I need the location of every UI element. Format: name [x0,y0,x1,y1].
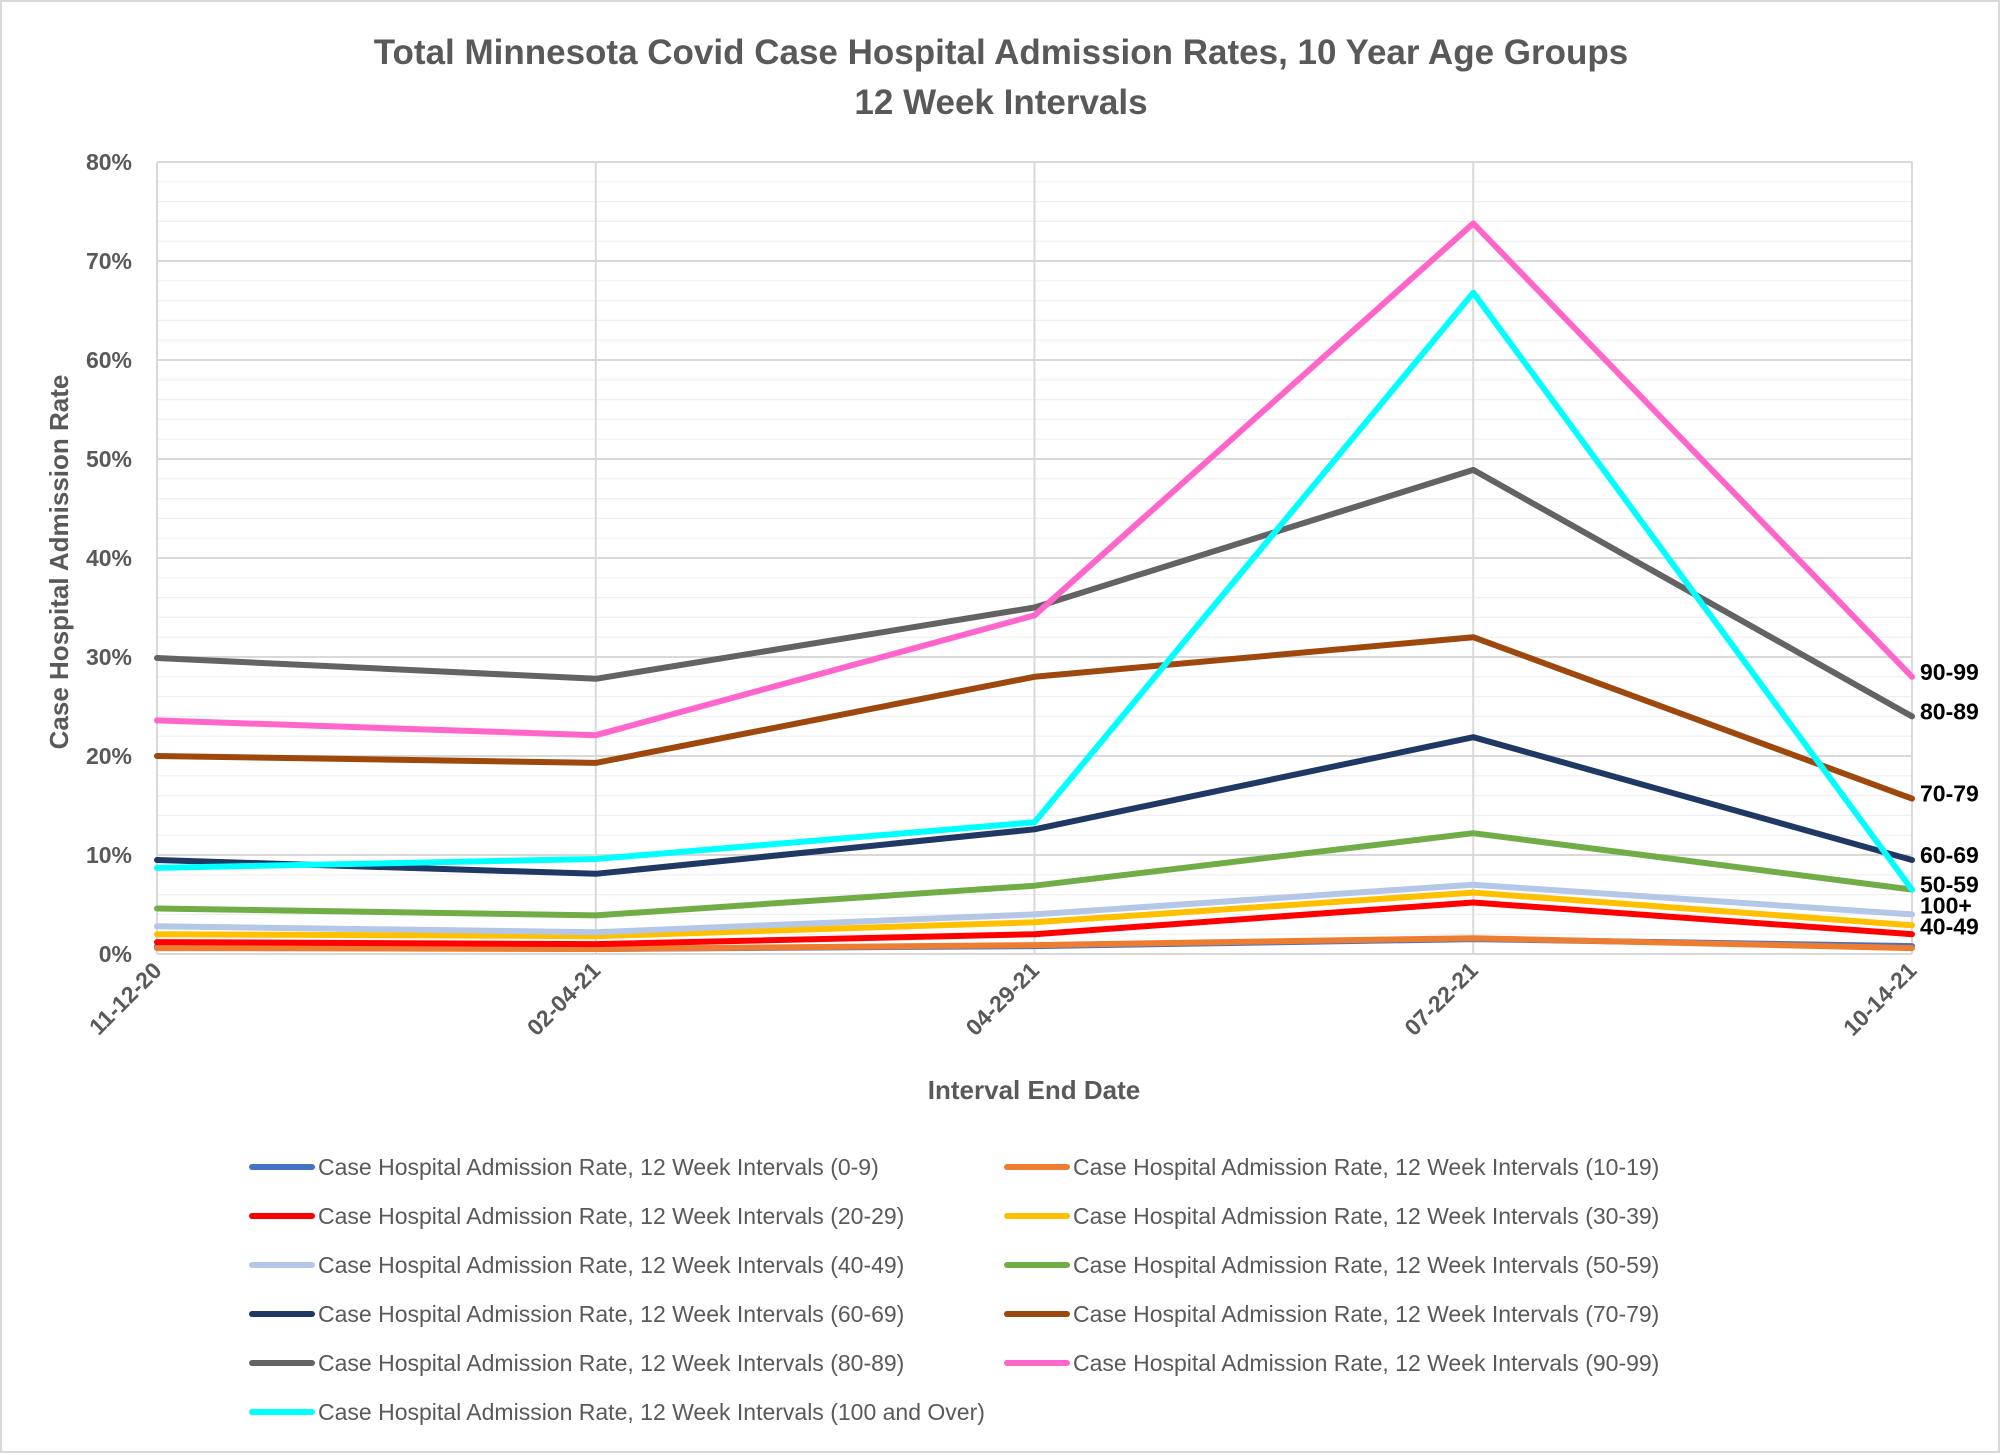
legend-item: Case Hospital Admission Rate, 12 Week In… [1004,1350,1659,1376]
legend-item: Case Hospital Admission Rate, 12 Week In… [1004,1203,1659,1229]
series-line [154,889,1915,940]
series-end-label: 100+ [1920,893,1972,919]
legend: Case Hospital Admission Rate, 12 Week In… [249,1154,1659,1425]
series-end-label: 80-89 [1920,698,1979,724]
y-tick-label: 60% [86,347,132,373]
legend-label: Case Hospital Admission Rate, 12 Week In… [318,1301,904,1327]
series-end-label: 40-49 [1920,914,1979,940]
x-tick-label: 10-14-21 [1838,957,1922,1041]
series-line [154,881,1915,936]
legend-item: Case Hospital Admission Rate, 12 Week In… [249,1301,904,1327]
series-line [154,466,1915,720]
series-line [154,220,1915,739]
x-tick-label: 07-22-21 [1399,957,1483,1041]
legend-label: Case Hospital Admission Rate, 12 Week In… [318,1154,879,1180]
x-tick-label: 02-04-21 [522,957,606,1041]
legend-item: Case Hospital Admission Rate, 12 Week In… [249,1350,904,1376]
legend-item: Case Hospital Admission Rate, 12 Week In… [1004,1252,1659,1278]
y-tick-label: 0% [99,941,132,967]
y-tick-label: 30% [86,644,132,670]
chart-subtitle: 12 Week Intervals [854,83,1147,122]
legend-label: Case Hospital Admission Rate, 12 Week In… [318,1399,985,1425]
legend-label: Case Hospital Admission Rate, 12 Week In… [1073,1350,1659,1376]
series-line [154,935,1915,952]
y-tick-label: 80% [86,149,132,175]
y-tick-label: 40% [86,545,132,571]
series-line [154,830,1915,919]
x-tick-label: 04-29-21 [961,957,1045,1041]
series-line [154,289,1915,893]
x-axis-ticks: 11-12-20 02-04-21 04-29-21 07-22-21 10-14-21 [84,957,1922,1041]
legend-item: Case Hospital Admission Rate, 12 Week In… [249,1154,879,1180]
y-tick-label: 10% [86,842,132,868]
y-tick-label: 50% [86,446,132,472]
legend-label: Case Hospital Admission Rate, 12 Week In… [1073,1252,1659,1278]
x-tick-label: 11-12-20 [84,957,167,1040]
legend-label: Case Hospital Admission Rate, 12 Week In… [1073,1203,1659,1229]
legend-label: Case Hospital Admission Rate, 12 Week In… [318,1350,904,1376]
y-tick-label: 70% [86,248,132,274]
series-line [154,634,1915,802]
y-tick-label: 20% [86,743,132,769]
series-end-label: 60-69 [1920,842,1979,868]
legend-item: Case Hospital Admission Rate, 12 Week In… [249,1203,904,1229]
gridlines [156,161,1913,955]
x-axis-label: Interval End Date [928,1075,1140,1105]
legend-item: Case Hospital Admission Rate, 12 Week In… [249,1399,985,1425]
legend-label: Case Hospital Admission Rate, 12 Week In… [318,1252,904,1278]
y-axis-label: Case Hospital Admission Rate [44,375,74,750]
legend-item: Case Hospital Admission Rate, 12 Week In… [1004,1301,1659,1327]
chart-title: Total Minnesota Covid Case Hospital Admi… [374,33,1628,72]
series-end-label: 70-79 [1920,781,1979,807]
legend-label: Case Hospital Admission Rate, 12 Week In… [1073,1154,1659,1180]
series-end-label: 90-99 [1920,659,1979,685]
legend-label: Case Hospital Admission Rate, 12 Week In… [318,1203,904,1229]
legend-item: Case Hospital Admission Rate, 12 Week In… [249,1252,904,1278]
series-line [154,734,1915,877]
y-axis-ticks: 0% 10% 20% 30% 40% 50% 60% 70% 80% [86,149,132,967]
series-line [154,899,1915,948]
legend-item: Case Hospital Admission Rate, 12 Week In… [1004,1154,1659,1180]
series-lines [154,220,1915,952]
series-end-label: 50-59 [1920,872,1979,898]
legend-label: Case Hospital Admission Rate, 12 Week In… [1073,1301,1659,1327]
